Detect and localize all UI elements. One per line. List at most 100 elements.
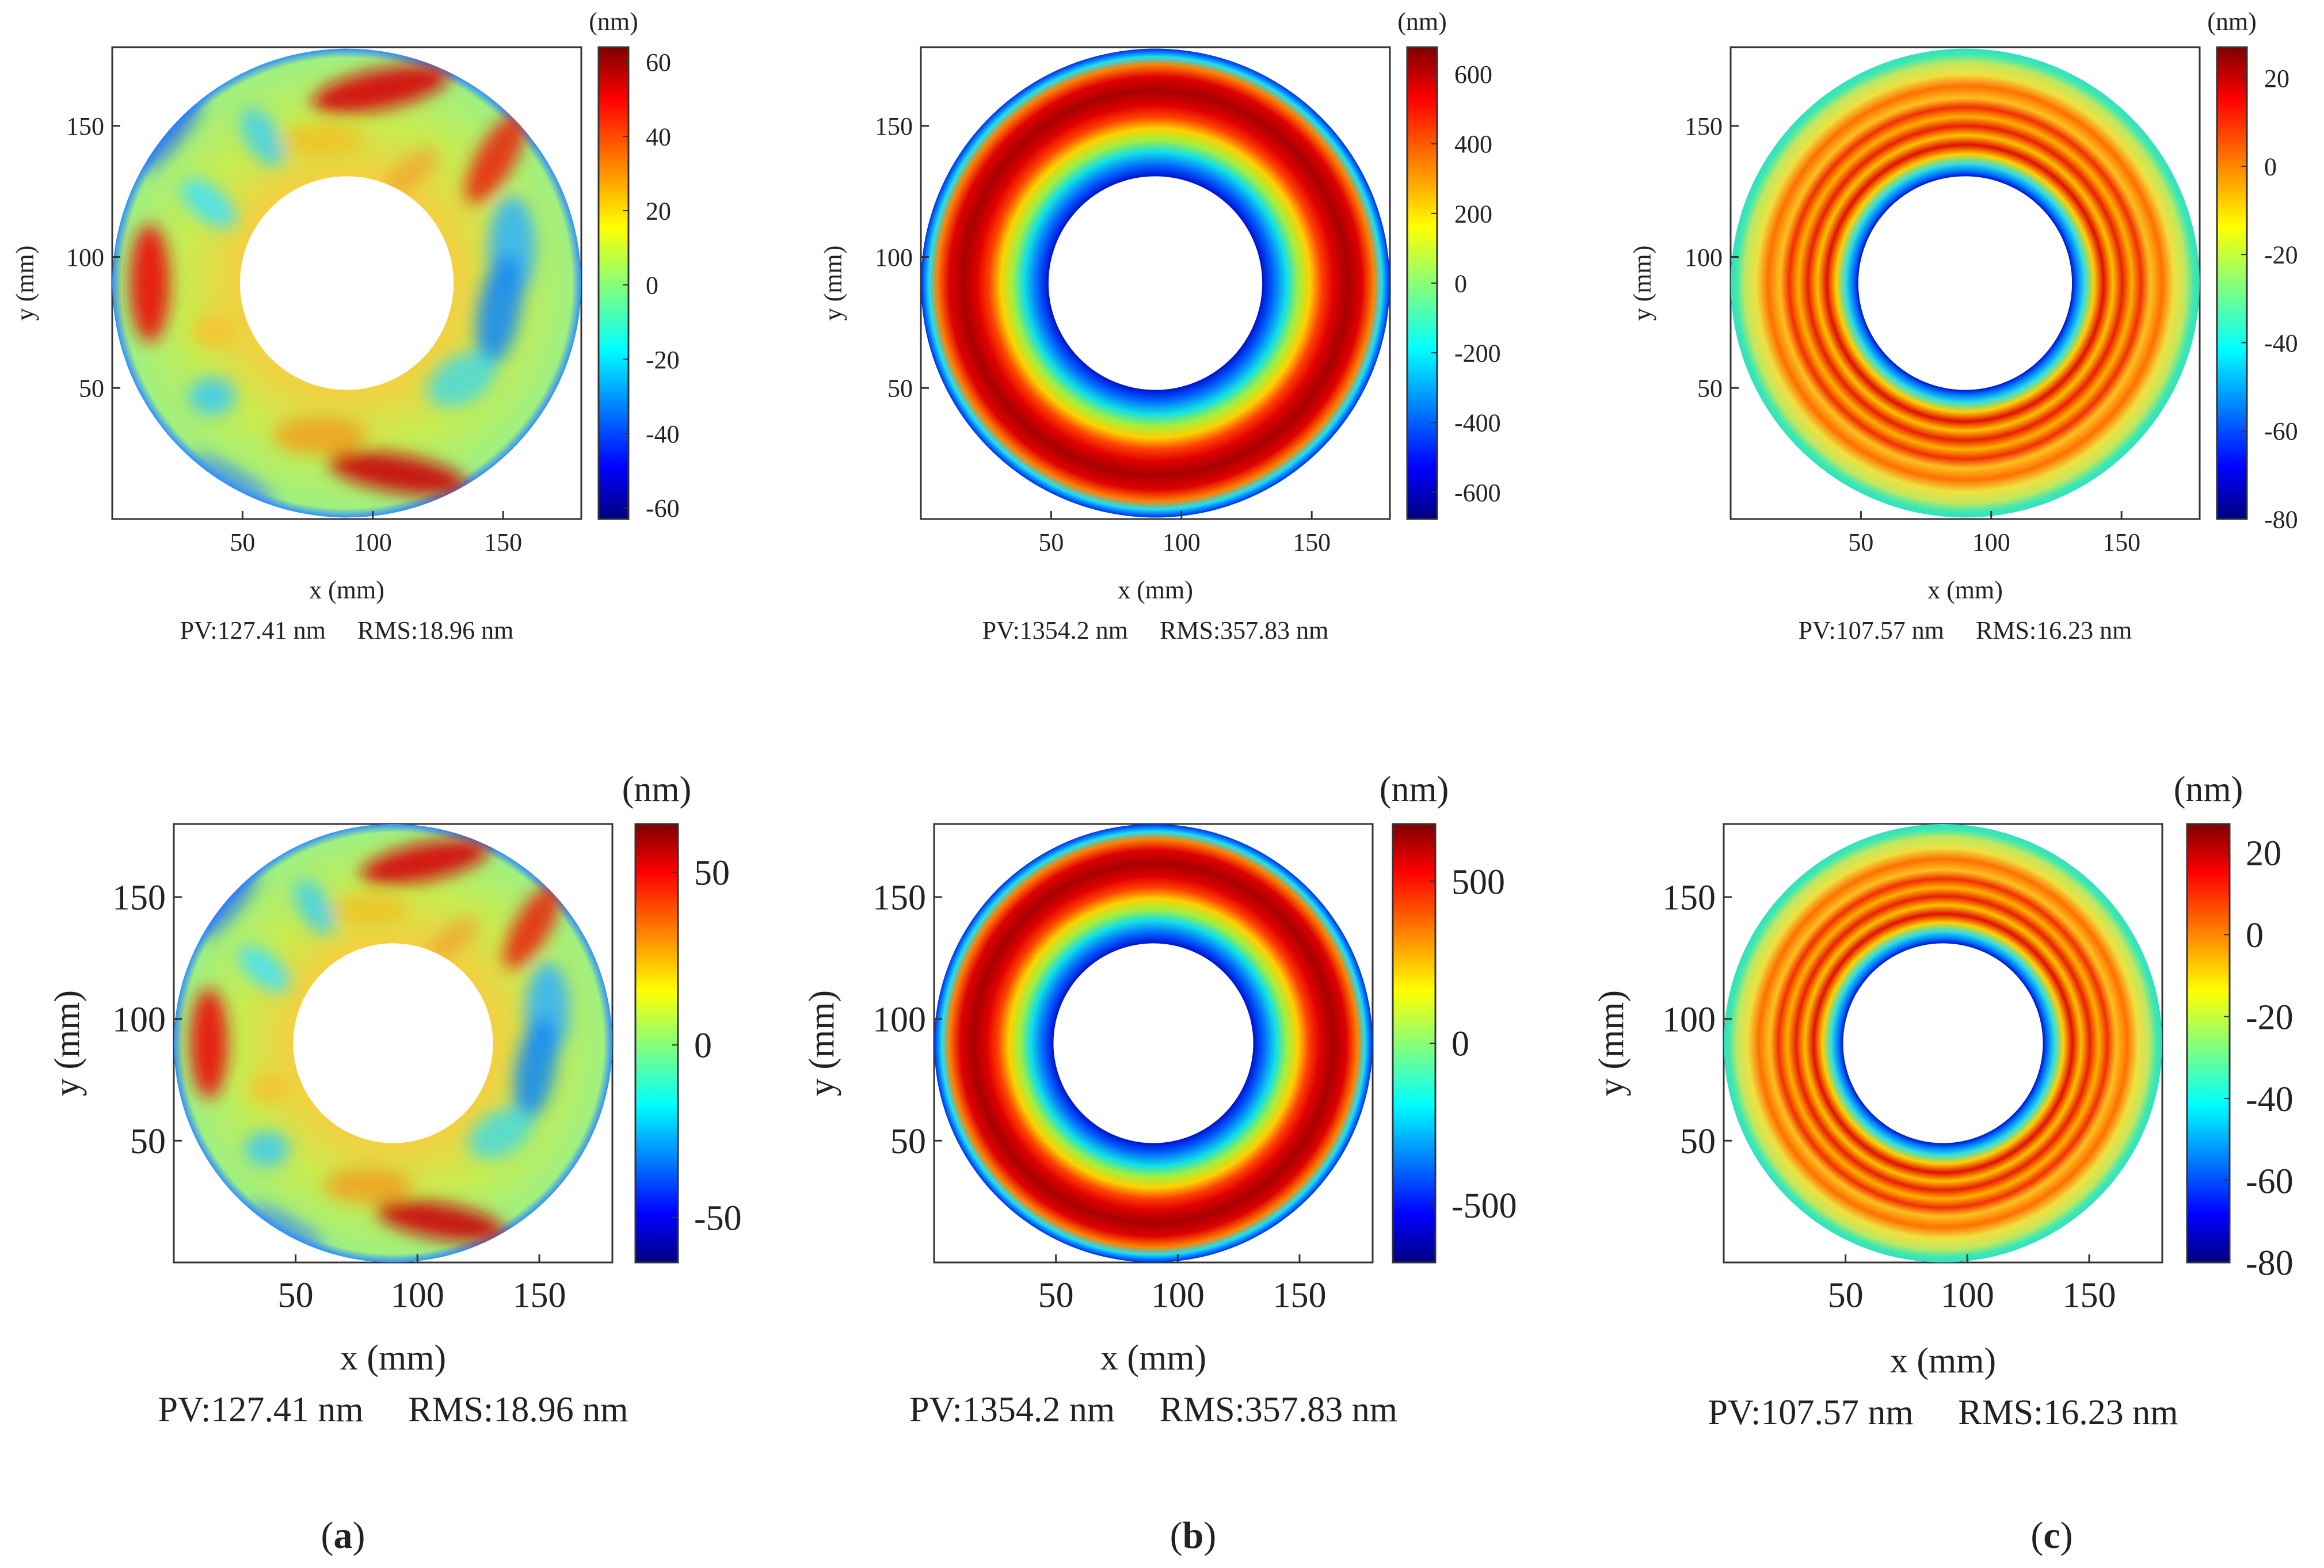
y-axis-label: y (mm) <box>11 246 39 321</box>
x-tick-label: 150 <box>1273 1276 1327 1315</box>
colorbar-tick-label: -60 <box>646 494 680 522</box>
surface-error-region <box>191 315 238 348</box>
caption-a-letter: a <box>334 1514 353 1556</box>
colorbar-tick-label: -20 <box>2246 998 2293 1037</box>
y-tick-label: 100 <box>112 1000 166 1039</box>
surface-error-region <box>476 254 523 366</box>
x-tick-label: 100 <box>1972 528 2010 556</box>
surface-error-region <box>468 1107 533 1159</box>
y-tick-label: 50 <box>1697 375 1723 403</box>
colorbar-tick-label: 600 <box>1454 60 1492 89</box>
x-tick-label: 150 <box>2063 1276 2116 1315</box>
x-axis-label: x (mm) <box>1927 576 2003 604</box>
colorbar-tick-label: 20 <box>2264 64 2289 93</box>
x-tick-label: 50 <box>1038 1276 1074 1315</box>
colorbar-tick-label: -20 <box>2264 241 2298 269</box>
surface-error-region <box>247 1073 292 1104</box>
colorbar-tick-label: 0 <box>2246 916 2264 955</box>
surface-error-region <box>188 377 236 415</box>
surface-error-region <box>279 123 364 157</box>
x-axis-label: x (mm) <box>1890 1341 1996 1380</box>
colorbar-tick-label: 40 <box>646 123 671 151</box>
x-tick-label: 50 <box>1038 528 1064 556</box>
x-tick-label: 100 <box>1163 528 1201 556</box>
colorbar-tick-label: 20 <box>646 197 671 225</box>
pv-rms-stats: PV:107.57 nm RMS:16.23 nm <box>1708 1393 2178 1432</box>
colorbar-tick-label: 0 <box>2264 152 2277 181</box>
y-tick-label: 150 <box>873 879 926 918</box>
colorbar-tick-label: -50 <box>694 1199 742 1238</box>
caption-b: (b) <box>1170 1514 1217 1556</box>
colorbar-tick-label: -40 <box>646 420 680 448</box>
pv-rms-stats: PV:127.41 nm RMS:18.96 nm <box>180 616 514 644</box>
colorbar <box>2186 823 2231 1264</box>
y-tick-label: 100 <box>1685 243 1723 272</box>
surface-error-region <box>201 872 259 941</box>
x-axis-label: x (mm) <box>1100 1338 1206 1378</box>
surface-map-panel: 50 100 150 50 100 150 x (mm) y (mm) PV:1354.2 nm… <box>819 7 1501 644</box>
surface-error-region <box>428 917 479 962</box>
y-tick-label: 50 <box>130 1122 166 1161</box>
x-tick-label: 100 <box>391 1276 444 1315</box>
y-axis-label: y (mm) <box>1592 990 1631 1096</box>
y-axis-label: y (mm) <box>819 246 847 321</box>
surface-error-region <box>360 839 490 885</box>
surface-map-panel: 50 100 150 50 100 150 x (mm) y (mm) PV:107.57 nm… <box>1628 7 2298 644</box>
x-tick-label: 50 <box>1828 1276 1864 1315</box>
x-axis-label: x (mm) <box>340 1338 446 1378</box>
surface-map-panel: 50 100 150 50 100 150 x (mm) y (mm) PV:1354.2 nm… <box>802 770 1517 1429</box>
y-tick-label: 100 <box>875 243 913 272</box>
x-tick-label: 100 <box>1151 1276 1205 1315</box>
caption-c-letter: c <box>2043 1514 2060 1556</box>
y-tick-label: 150 <box>112 879 166 918</box>
surface-error-region <box>465 112 527 204</box>
y-tick-label: 50 <box>887 375 913 403</box>
caption-a: (a) <box>321 1514 365 1556</box>
pv-rms-stats: PV:127.41 nm RMS:18.96 nm <box>158 1390 628 1429</box>
surface-error-region <box>249 1203 326 1249</box>
y-tick-label: 150 <box>875 112 913 140</box>
x-tick-label: 50 <box>278 1276 314 1315</box>
x-tick-label: 100 <box>1941 1276 1994 1315</box>
y-tick-label: 50 <box>79 375 104 403</box>
y-tick-label: 150 <box>66 112 104 140</box>
colorbar-unit-label: (nm) <box>1380 770 1449 809</box>
surface-error-region <box>238 945 289 992</box>
colorbar-tick-label: -400 <box>1454 409 1501 437</box>
colorbar-tick-label: -500 <box>1451 1187 1517 1226</box>
colorbar <box>1392 823 1437 1264</box>
colorbar-tick-label: -200 <box>1454 339 1501 368</box>
colorbar <box>597 46 630 520</box>
x-tick-label: 150 <box>1293 528 1331 556</box>
x-axis-label: x (mm) <box>1118 576 1193 604</box>
surface-error-region <box>193 453 275 502</box>
y-axis-label: y (mm) <box>802 990 841 1096</box>
surface-error-region <box>324 1168 412 1204</box>
surface-map-panel: 50 100 150 50 100 150 x (mm) y (mm) PV:107.57 nm… <box>1592 770 2293 1432</box>
panel-captions: (a) (b) (c) <box>321 1514 2073 1556</box>
pv-rms-stats: PV:1354.2 nm RMS:357.83 nm <box>982 616 1329 644</box>
caption-c: (c) <box>2030 1514 2072 1556</box>
colorbar-unit-label: (nm) <box>622 770 692 809</box>
colorbar-tick-label: 0 <box>646 272 658 300</box>
colorbar-tick-label: 0 <box>1454 269 1467 297</box>
surface-error-region <box>181 178 236 228</box>
surface-error-region <box>504 883 561 969</box>
colorbar-tick-label: 400 <box>1454 130 1492 158</box>
y-tick-label: 50 <box>1680 1122 1716 1161</box>
y-tick-label: 150 <box>1662 879 1716 918</box>
y-tick-label: 100 <box>873 1000 926 1039</box>
x-axis-label: x (mm) <box>309 576 384 604</box>
surface-error-region <box>330 894 409 925</box>
caption-b-letter: b <box>1183 1514 1204 1556</box>
colorbar-tick-label: -20 <box>646 346 680 374</box>
colorbar-tick-label: 0 <box>694 1027 712 1066</box>
surface-error-region <box>427 352 497 407</box>
colorbar-tick-label: -600 <box>1454 479 1501 507</box>
colorbar-unit-label: (nm) <box>1397 7 1447 36</box>
x-tick-label: 150 <box>2102 528 2140 556</box>
colorbar-tick-label: 20 <box>2246 834 2281 873</box>
y-tick-label: 50 <box>890 1122 926 1161</box>
colorbar-unit-label: (nm) <box>589 7 638 36</box>
